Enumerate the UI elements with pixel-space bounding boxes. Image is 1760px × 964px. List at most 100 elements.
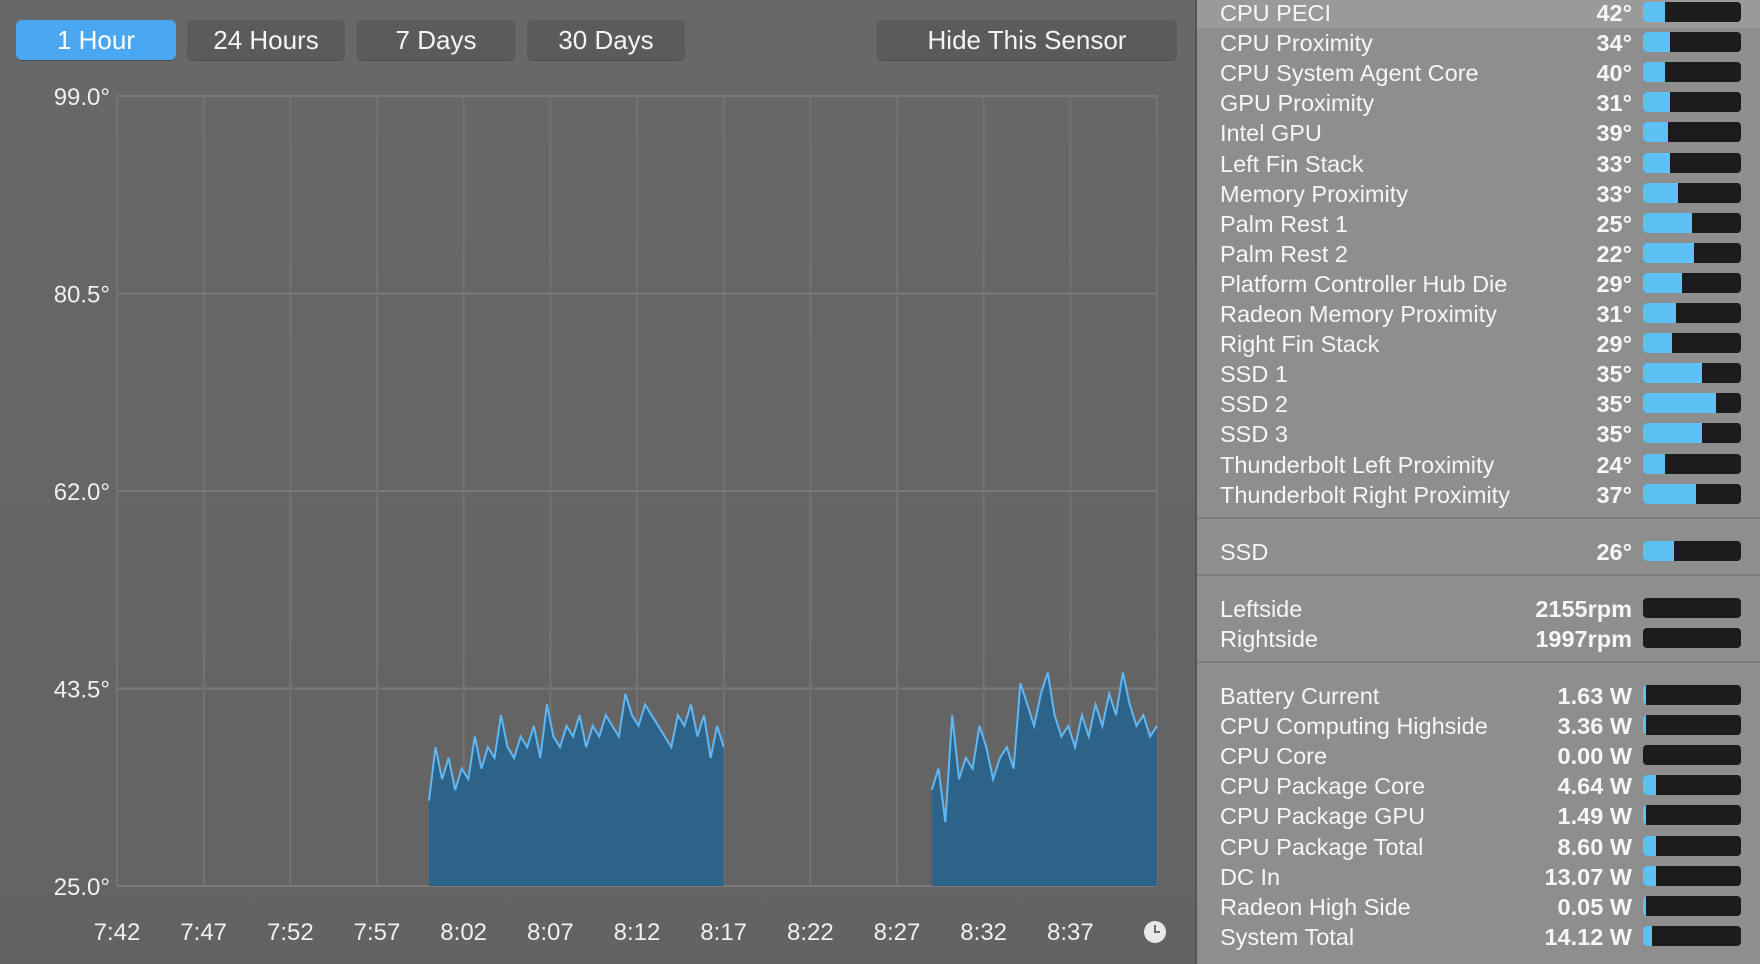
sensor-level-bar <box>1643 393 1741 414</box>
sensor-name: Radeon High Side <box>1220 893 1411 920</box>
sensor-row[interactable]: CPU System Agent Core 40° <box>1197 58 1760 88</box>
sensor-level-bar <box>1643 627 1741 648</box>
sensor-value: 29° <box>1596 270 1632 297</box>
sensor-value: 31° <box>1596 301 1632 327</box>
sensor-row[interactable]: GPU Proximity 31° <box>1197 88 1760 118</box>
sensor-level-fill <box>1643 62 1665 83</box>
sensor-level-fill <box>1643 363 1702 384</box>
sensor-level-bar <box>1643 895 1741 916</box>
sensor-level-bar <box>1643 423 1741 444</box>
sensor-level-bar <box>1643 62 1741 83</box>
sensor-value: 1.49 W <box>1557 803 1632 830</box>
sensor-row[interactable]: CPU PECI 42° <box>1197 0 1760 28</box>
sensor-value: 1997rpm <box>1535 625 1632 652</box>
sensor-name: Left Fin Stack <box>1220 150 1364 177</box>
sensor-row[interactable]: Left Fin Stack 33° <box>1197 149 1760 179</box>
sensor-row[interactable]: CPU Core 0.00 W <box>1197 741 1760 771</box>
sensor-row[interactable]: SSD 1 35° <box>1197 359 1760 389</box>
sensor-row[interactable]: System Total 14.12 W <box>1197 922 1760 952</box>
sensor-level-fill <box>1643 182 1679 203</box>
sensor-value: 13.07 W <box>1544 863 1632 890</box>
sensor-row[interactable]: Radeon Memory Proximity 31° <box>1197 299 1760 329</box>
sensor-level-bar <box>1643 303 1741 323</box>
sensor-level-bar <box>1643 122 1741 143</box>
x-tick-label: 8:32 <box>960 919 1007 946</box>
y-tick-label: 25.0° <box>54 874 110 901</box>
sensor-level-fill <box>1643 152 1671 173</box>
sensor-level-bar <box>1643 453 1741 474</box>
sensor-row[interactable]: Memory Proximity 33° <box>1197 179 1760 209</box>
sensor-row[interactable]: Thunderbolt Right Proximity 37° <box>1197 480 1760 510</box>
sensor-value: 31° <box>1596 90 1632 117</box>
sensor-level-fill <box>1643 333 1673 354</box>
sensor-value: 0.05 W <box>1557 893 1632 920</box>
sensor-level-bar <box>1643 805 1741 826</box>
area-segment-2 <box>931 672 1157 886</box>
sensor-name: CPU Package GPU <box>1220 803 1426 830</box>
sensor-value: 14.12 W <box>1544 923 1632 950</box>
tab-7-days[interactable]: 7 Days <box>357 20 515 60</box>
sensor-value: 25° <box>1596 210 1632 237</box>
sensor-level-fill <box>1643 423 1702 444</box>
sensor-name: Thunderbolt Right Proximity <box>1220 481 1510 508</box>
sensor-value: 1.63 W <box>1557 683 1632 709</box>
sensor-row[interactable]: Rightside 1997rpm <box>1197 624 1760 654</box>
sensor-name: CPU PECI <box>1220 0 1331 26</box>
sensor-row[interactable]: SSD 26° <box>1197 537 1760 567</box>
sensor-name: DC In <box>1220 863 1281 890</box>
sensor-name: CPU Package Core <box>1220 773 1426 800</box>
sensor-value: 29° <box>1596 331 1632 358</box>
sensor-row[interactable]: Thunderbolt Left Proximity 24° <box>1197 450 1760 480</box>
sensor-row[interactable]: CPU Computing Highside 3.36 W <box>1197 711 1760 741</box>
sensor-level-fill <box>1643 2 1665 22</box>
clock-icon[interactable] <box>1144 921 1166 943</box>
sensor-value: 4.64 W <box>1557 773 1632 800</box>
sensor-level-fill <box>1643 212 1692 233</box>
sensor-row[interactable]: Radeon High Side 0.05 W <box>1197 892 1760 922</box>
tab-30-days[interactable]: 30 Days <box>527 20 685 60</box>
sensor-name: Rightside <box>1220 625 1318 652</box>
sensor-row[interactable]: SSD 2 35° <box>1197 389 1760 419</box>
x-tick-label: 8:02 <box>440 919 487 946</box>
sensor-level-bar <box>1643 212 1741 233</box>
sensor-row[interactable]: SSD 3 35° <box>1197 419 1760 449</box>
sensor-row[interactable]: Right Fin Stack 29° <box>1197 329 1760 359</box>
tab-1-hour[interactable]: 1 Hour <box>16 20 176 60</box>
sensor-row[interactable]: Palm Rest 2 22° <box>1197 239 1760 269</box>
sensor-value: 35° <box>1596 391 1632 418</box>
y-tick-label: 62.0° <box>54 479 110 506</box>
sensor-value: 24° <box>1596 451 1632 478</box>
sensor-name: Leftside <box>1220 595 1303 622</box>
x-tick-label: 8:12 <box>614 919 661 946</box>
series-line-1 <box>428 693 725 801</box>
sensor-level-bar <box>1643 92 1741 113</box>
sensor-row[interactable]: CPU Package GPU 1.49 W <box>1197 801 1760 831</box>
sensor-name: Thunderbolt Left Proximity <box>1220 451 1495 478</box>
sensor-row[interactable]: CPU Proximity 34° <box>1197 28 1760 58</box>
sensor-row[interactable]: DC In 13.07 W <box>1197 862 1760 892</box>
sensor-name: CPU System Agent Core <box>1220 60 1479 87</box>
sensor-value: 0.00 W <box>1557 743 1632 770</box>
section-divider <box>1197 573 1760 576</box>
sensor-level-fill <box>1643 925 1652 946</box>
sensor-level-fill <box>1643 715 1646 736</box>
sensor-row[interactable]: Palm Rest 1 25° <box>1197 209 1760 239</box>
temperature-history-chart: 99.0° 80.5° 62.0° 43.5° 25.0° 7:42 7:47 7:52 7:5… <box>54 84 1158 946</box>
sensor-level-fill <box>1643 393 1716 414</box>
sensor-row[interactable]: CPU Package Total 8.60 W <box>1197 832 1760 862</box>
sensor-row[interactable]: Battery Current 1.63 W <box>1197 681 1760 711</box>
sensor-row[interactable]: Intel GPU 39° <box>1197 118 1760 148</box>
sensor-value: 39° <box>1596 120 1632 147</box>
y-tick-label: 99.0° <box>54 84 110 111</box>
tab-24-hours[interactable]: 24 Hours <box>187 20 345 60</box>
sensor-row[interactable]: Leftside 2155rpm <box>1197 594 1760 624</box>
sensor-name: Palm Rest 1 <box>1220 210 1348 237</box>
sensor-row[interactable]: CPU Package Core 4.64 W <box>1197 771 1760 801</box>
sensor-value: 3.36 W <box>1557 713 1632 740</box>
sensor-level-fill <box>1643 865 1656 886</box>
sensor-value: 8.60 W <box>1557 833 1632 860</box>
sensor-value: 34° <box>1596 30 1632 57</box>
hide-sensor-button[interactable]: Hide This Sensor <box>877 20 1177 60</box>
sensor-level-fill <box>1643 805 1646 826</box>
sensor-row[interactable]: Platform Controller Hub Die 29° <box>1197 269 1760 299</box>
